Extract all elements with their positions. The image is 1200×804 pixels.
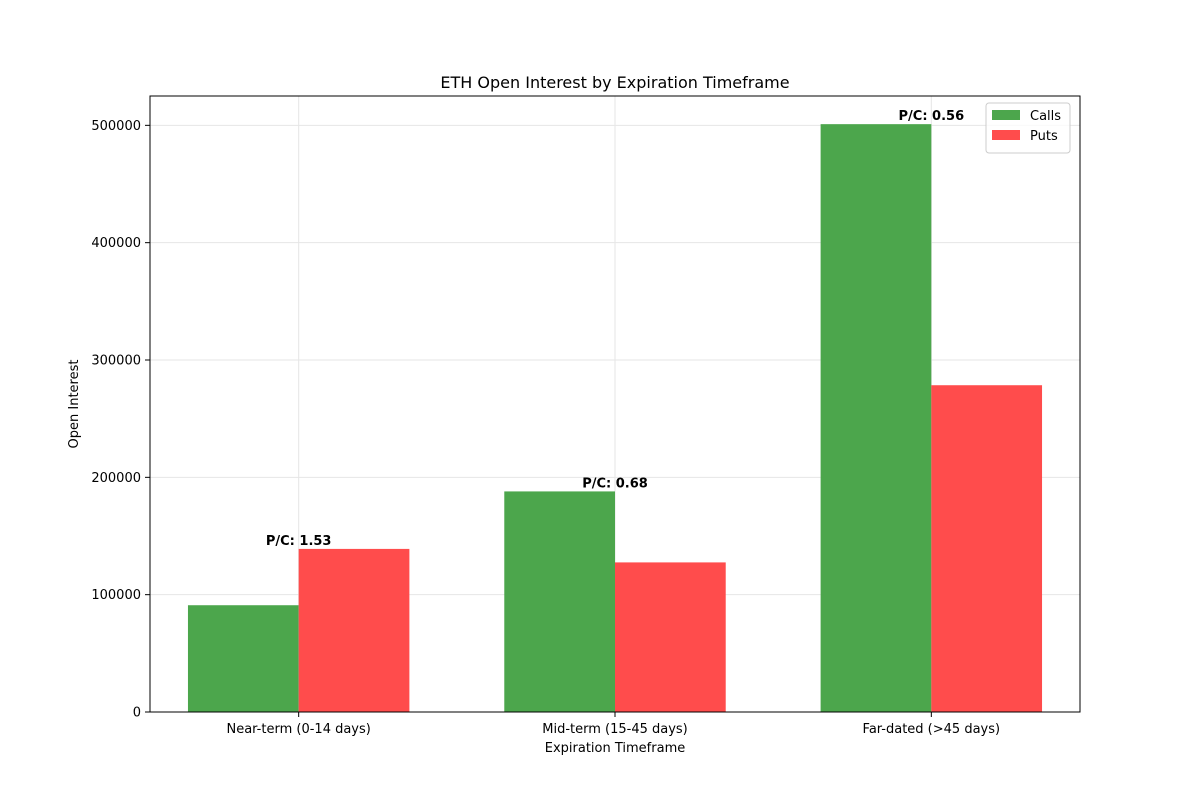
legend-label-calls: Calls bbox=[1030, 109, 1061, 124]
chart-title: ETH Open Interest by Expiration Timefram… bbox=[440, 73, 789, 92]
y-tick-label: 0 bbox=[133, 706, 141, 721]
bar-calls-0 bbox=[187, 605, 299, 712]
pc-ratio-label: P/C: 1.53 bbox=[266, 534, 332, 549]
legend-swatch-puts bbox=[992, 130, 1020, 140]
y-tick-label: 300000 bbox=[91, 354, 141, 369]
pc-ratio-label: P/C: 0.68 bbox=[582, 476, 648, 491]
y-tick-label: 500000 bbox=[91, 119, 141, 134]
ratio-annotations: P/C: 1.53 P/C: 0.68 P/C: 0.56 bbox=[266, 109, 964, 549]
bar-calls-1 bbox=[504, 491, 615, 712]
legend-label-puts: Puts bbox=[1030, 129, 1058, 144]
x-tick-label: Far-dated (>45 days) bbox=[863, 722, 1001, 737]
x-tick-label: Mid-term (15-45 days) bbox=[542, 722, 688, 737]
legend: Calls Puts bbox=[985, 102, 1071, 154]
y-tick-label: 400000 bbox=[91, 236, 141, 251]
x-tick-label: Near-term (0-14 days) bbox=[226, 722, 370, 737]
pc-ratio-label: P/C: 0.56 bbox=[899, 109, 965, 124]
y-axis-ticks: 0 100000 200000 300000 400000 500000 bbox=[91, 119, 150, 721]
x-axis-label: Expiration Timeframe bbox=[545, 741, 685, 756]
legend-swatch-calls bbox=[992, 110, 1020, 120]
bar-calls-2 bbox=[820, 124, 932, 712]
y-tick-label: 200000 bbox=[91, 471, 141, 486]
bar-puts-0 bbox=[298, 548, 410, 712]
bar-puts-2 bbox=[931, 385, 1043, 712]
y-axis-label: Open Interest bbox=[67, 360, 82, 449]
y-tick-label: 100000 bbox=[91, 588, 141, 603]
bars bbox=[187, 124, 1043, 712]
x-axis-ticks: Near-term (0-14 days) Mid-term (15-45 day… bbox=[226, 712, 1000, 737]
bar-puts-1 bbox=[615, 562, 726, 712]
